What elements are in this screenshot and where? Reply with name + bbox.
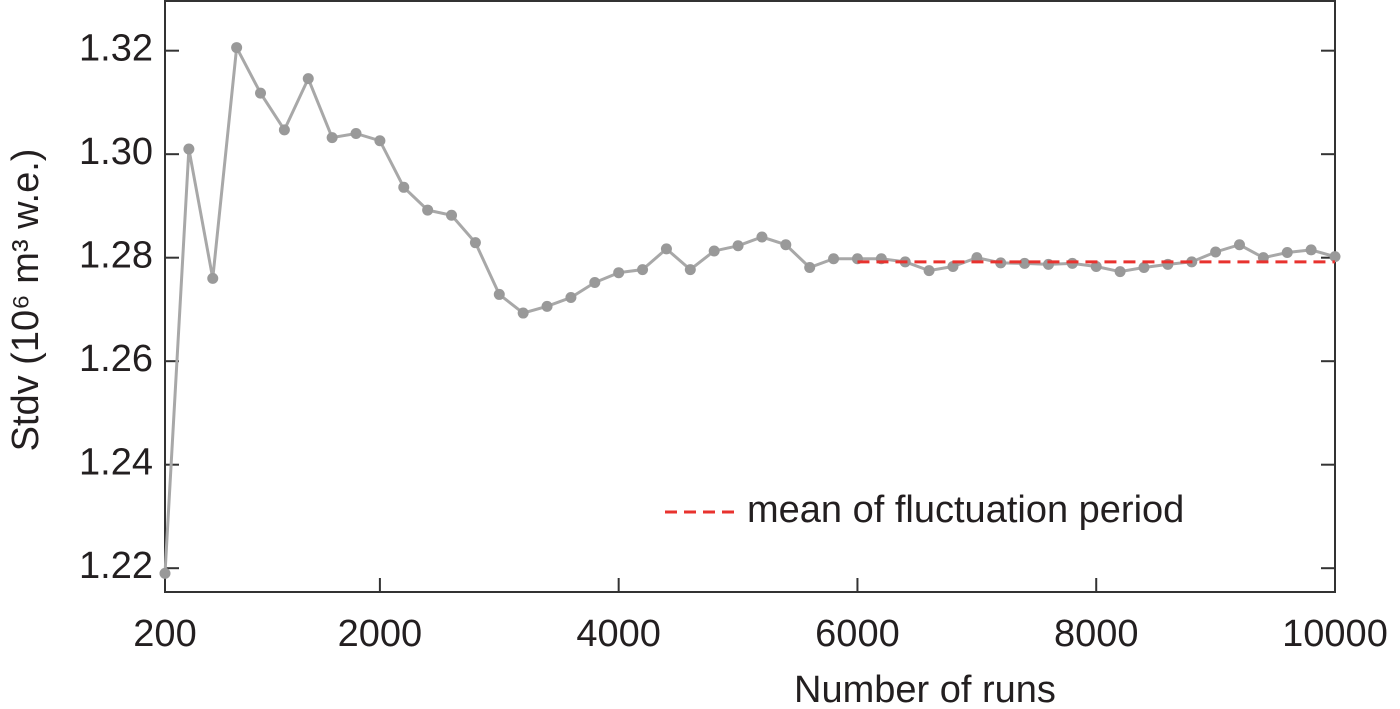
point xyxy=(1233,239,1245,251)
x-axis-label: Number of runs xyxy=(794,669,1056,709)
point xyxy=(589,277,601,289)
point xyxy=(947,260,959,272)
point xyxy=(541,300,553,312)
point xyxy=(1281,247,1293,259)
point xyxy=(780,239,792,251)
point xyxy=(446,209,458,221)
point xyxy=(302,73,314,85)
y-tick-label: 1.32 xyxy=(79,28,153,70)
plot-frame xyxy=(164,0,1336,593)
point xyxy=(828,253,840,265)
point xyxy=(1305,244,1317,256)
point xyxy=(422,204,434,216)
point xyxy=(231,42,243,54)
point xyxy=(350,127,362,139)
point xyxy=(469,237,481,249)
point xyxy=(398,181,410,193)
y-tick-label: 1.22 xyxy=(79,545,153,587)
x-tick-label: 8000 xyxy=(1054,613,1139,655)
x-tick-label: 6000 xyxy=(815,613,900,655)
x-tick-label: 2000 xyxy=(338,613,423,655)
point xyxy=(1090,260,1102,272)
point xyxy=(1329,251,1341,263)
point xyxy=(923,265,935,277)
x-tick-label: 200 xyxy=(133,613,196,655)
point xyxy=(756,231,768,243)
y-tick-label: 1.30 xyxy=(79,131,153,173)
y-tick-label: 1.24 xyxy=(79,442,153,484)
point xyxy=(1019,257,1031,269)
x-tick-label: 10000 xyxy=(1282,613,1388,655)
y-tick-label: 1.26 xyxy=(79,338,153,380)
point xyxy=(493,288,505,300)
point xyxy=(278,124,290,136)
point xyxy=(1114,266,1126,278)
point xyxy=(1138,262,1150,274)
point xyxy=(732,240,744,252)
point xyxy=(684,264,696,276)
point xyxy=(660,243,672,255)
point xyxy=(326,132,338,144)
y-tick-label: 1.28 xyxy=(79,235,153,277)
point xyxy=(517,307,529,319)
point xyxy=(207,272,219,284)
x-tick-label: 4000 xyxy=(576,613,661,655)
point xyxy=(183,143,195,155)
point xyxy=(1066,257,1078,269)
point xyxy=(613,267,625,279)
point xyxy=(374,135,386,147)
point xyxy=(1210,246,1222,258)
legend-label: mean of fluctuation period xyxy=(747,489,1184,531)
point xyxy=(565,292,577,304)
point xyxy=(159,567,171,579)
point xyxy=(637,264,649,276)
point xyxy=(804,262,816,274)
point xyxy=(708,245,720,257)
y-axis-label: Stdv (10⁶ m³ w.e.) xyxy=(5,149,47,452)
point xyxy=(255,87,267,99)
